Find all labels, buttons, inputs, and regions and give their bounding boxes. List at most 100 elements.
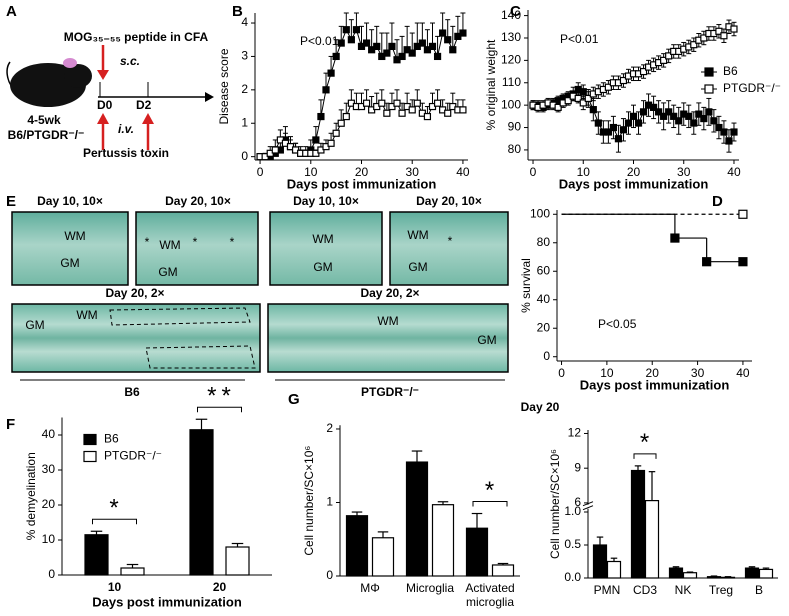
x-tick-label-box: Activated microglia — [465, 581, 514, 609]
y-tick-label: 110 — [502, 75, 521, 89]
marker — [373, 42, 381, 51]
marker — [439, 29, 447, 37]
x-tick-label: 10 — [304, 165, 318, 179]
marker — [362, 99, 371, 107]
x-tick-label: 30 — [691, 366, 705, 380]
x-tick-label: MΦ — [360, 581, 380, 595]
image-label: * — [230, 235, 235, 249]
marker — [398, 109, 406, 117]
micrograph — [269, 211, 383, 286]
diagram-text: s.c. — [120, 54, 140, 68]
bar — [592, 544, 608, 579]
x-tick-label: Treg — [709, 583, 733, 597]
chart-title: Day 20 — [521, 400, 560, 414]
marker — [629, 112, 638, 120]
y-tick-label: 30 — [42, 462, 56, 476]
mouse-ear — [63, 58, 77, 68]
x-tick-label: 10 — [600, 366, 614, 380]
image-label: GM — [60, 256, 79, 270]
image-title: Day 20, 10× — [165, 194, 231, 208]
image-label: GM — [158, 265, 177, 279]
x-tick-label: CD3 — [633, 583, 657, 597]
legend-marker — [704, 84, 714, 94]
marker — [702, 257, 712, 267]
marker — [317, 112, 325, 121]
y-tick-label: 3 — [241, 49, 248, 63]
diagram-text: i.v. — [118, 122, 134, 136]
marker — [670, 112, 678, 120]
bar — [225, 546, 250, 576]
protocol-diagram: MOG₃₅₋₅₅ peptide in CFA s.c. D0 D2 4-5wk… — [6, 30, 214, 160]
marker — [398, 52, 406, 61]
marker — [670, 233, 680, 243]
significance-label: ** — [207, 383, 236, 410]
micrograph — [11, 303, 261, 373]
marker — [700, 34, 708, 42]
image-label: GM — [408, 260, 427, 274]
image-label: GM — [313, 260, 332, 274]
y-tick-label: 9 — [574, 460, 581, 474]
bar — [405, 461, 429, 577]
marker — [720, 32, 728, 40]
marker — [271, 146, 279, 154]
y-tick-label: 40 — [537, 292, 551, 306]
significance-bracket — [472, 501, 508, 507]
marker — [312, 136, 320, 144]
marker — [604, 128, 612, 136]
marker — [362, 39, 371, 47]
legend-label: PTGDR⁻/⁻ — [723, 81, 781, 95]
y-axis-label: Cell number/SC×10⁶ — [548, 449, 562, 559]
arrowhead — [97, 113, 109, 124]
marker — [352, 26, 361, 34]
y-tick-label: 20 — [42, 497, 56, 511]
y-tick-label: 130 — [501, 30, 521, 44]
axis-break — [582, 505, 594, 511]
mouse-head — [64, 64, 92, 88]
marker — [649, 103, 658, 111]
y-tick-label: 140 — [501, 8, 521, 22]
marker — [705, 108, 713, 116]
image-label: WM — [312, 232, 333, 246]
marker — [730, 25, 738, 33]
y-tick-label: 0 — [326, 568, 333, 582]
image-label: WM — [76, 308, 97, 322]
marker — [444, 109, 452, 117]
marker — [725, 137, 733, 145]
bar — [630, 469, 646, 579]
axis-break — [582, 501, 594, 507]
y-tick-label: 0.5 — [564, 537, 581, 551]
marker — [634, 119, 643, 127]
image-title: Day 20, 2× — [360, 286, 419, 300]
panel-label: F — [6, 416, 15, 433]
significance-label: * — [109, 495, 123, 522]
bar — [682, 572, 698, 579]
significance-bracket — [197, 406, 242, 413]
y-axis-label: % original weight — [484, 39, 498, 130]
bar — [706, 576, 722, 579]
image-label: WM — [159, 238, 180, 252]
significance-bracket — [92, 518, 137, 525]
x-tick-label: PMN — [594, 583, 621, 597]
marker — [624, 119, 633, 127]
marker — [342, 112, 350, 121]
y-axis-label: % demyelination — [24, 452, 38, 540]
marker — [327, 69, 335, 77]
y-tick-label: 1 — [241, 115, 248, 129]
image-label: GM — [477, 333, 496, 347]
x-tick-label: 40 — [736, 366, 750, 380]
x-tick-label: 40 — [727, 165, 741, 179]
diagram-text: Pertussis toxin — [83, 146, 169, 160]
marker — [690, 119, 698, 127]
y-tick-label: 10 — [42, 532, 56, 546]
x-axis-label: Days post immunization — [287, 176, 437, 191]
legend-marker — [704, 67, 714, 77]
x-tick-label: 40 — [456, 165, 470, 179]
marker — [665, 52, 673, 60]
marker — [715, 27, 723, 35]
y-tick-label: 80 — [537, 235, 551, 249]
image-title: Day 20, 2× — [105, 286, 164, 300]
y-tick-label: 1.0 — [564, 504, 581, 518]
marker — [639, 67, 648, 76]
bar — [744, 567, 760, 579]
